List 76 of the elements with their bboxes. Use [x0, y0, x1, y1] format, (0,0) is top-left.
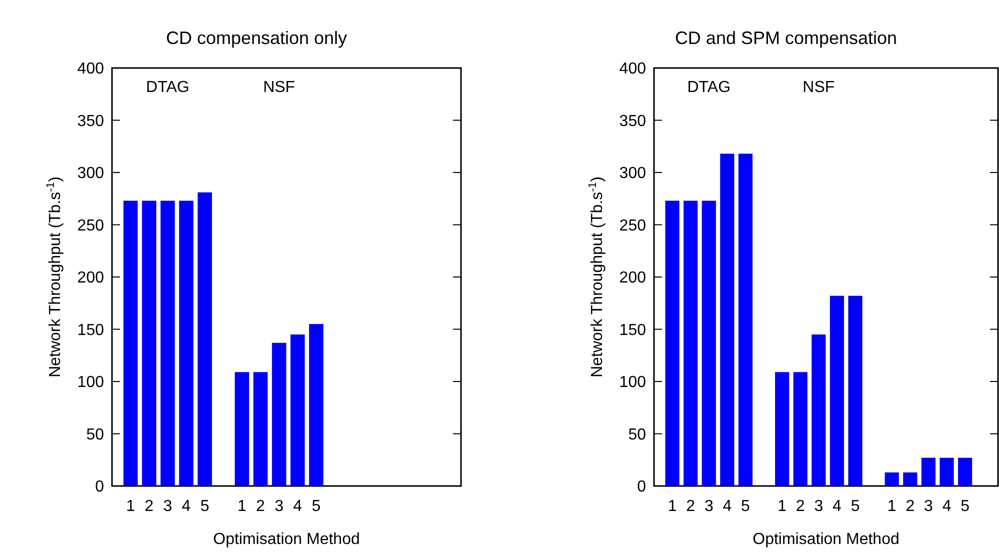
bar	[160, 200, 175, 486]
bar	[812, 334, 826, 486]
bar	[720, 154, 734, 486]
x-tick-label: 1	[668, 498, 677, 515]
y-tick-label: 400	[77, 60, 104, 78]
x-tick-label: 3	[704, 498, 714, 515]
bar	[290, 334, 305, 486]
x-tick-label: 4	[182, 498, 191, 515]
bar	[830, 296, 844, 486]
bar	[793, 372, 808, 486]
bar	[702, 200, 716, 486]
bar	[309, 324, 324, 486]
bar	[253, 372, 268, 486]
y-tick-label: 400	[619, 60, 646, 78]
x-tick-label: 1	[887, 498, 896, 515]
y-tick-label: 100	[77, 374, 104, 392]
x-tick-label: 2	[144, 498, 154, 515]
bar	[738, 154, 753, 486]
y-tick-label: 150	[619, 322, 646, 339]
bar	[848, 296, 862, 486]
y-tick-label: 50	[86, 426, 104, 444]
y-tick-label: 100	[619, 374, 646, 392]
x-tick-label: 1	[126, 498, 136, 515]
x-axis-title: Optimisation Method	[752, 531, 900, 548]
y-tick-label: 0	[637, 478, 646, 496]
x-tick-label: 4	[942, 498, 952, 515]
x-tick-label: 2	[256, 498, 266, 515]
x-tick-label: 4	[722, 498, 732, 515]
bar	[903, 472, 918, 486]
x-tick-label: 5	[312, 498, 321, 515]
x-tick-label: 3	[814, 498, 824, 515]
bar	[234, 372, 250, 486]
y-tick-label: 250	[619, 217, 646, 234]
y-tick-label: 200	[77, 270, 104, 287]
bar	[665, 200, 680, 486]
y-tick-label: 150	[77, 322, 104, 339]
x-tick-label: 5	[200, 498, 210, 515]
x-tick-label: 4	[832, 498, 842, 515]
y-tick-label: 350	[77, 112, 104, 130]
x-axis-title: Optimisation Method	[213, 531, 360, 548]
bar	[179, 200, 194, 486]
x-tick-label: 3	[924, 498, 934, 515]
annotation: NSF	[263, 79, 296, 96]
y-tick-label: 250	[77, 217, 104, 234]
x-tick-label: 2	[796, 498, 805, 515]
bar	[940, 458, 954, 486]
annotation: DTAG	[146, 79, 190, 96]
x-tick-label: 3	[274, 498, 284, 515]
x-tick-label: 3	[163, 498, 172, 515]
y-tick-label: 300	[619, 165, 646, 182]
annotation: NSF	[802, 79, 835, 96]
bar	[198, 192, 212, 486]
bar	[142, 200, 156, 486]
bar	[123, 200, 138, 486]
y-tick-label: 0	[95, 478, 104, 496]
bar	[684, 200, 698, 486]
annotation: DTAG	[687, 79, 731, 96]
x-tick-label: 2	[906, 498, 915, 515]
bar	[272, 342, 286, 486]
bar	[921, 458, 936, 486]
y-tick-label: 200	[619, 270, 646, 287]
bar	[884, 472, 899, 486]
chart-title: CD compensation only	[166, 28, 348, 48]
x-tick-label: 5	[741, 498, 750, 515]
chart-title: CD and SPM compensation	[674, 28, 898, 48]
x-tick-label: 1	[237, 498, 246, 515]
y-tick-label: 300	[77, 165, 104, 182]
x-tick-label: 4	[293, 498, 302, 515]
bar	[958, 458, 972, 486]
x-tick-label: 2	[686, 498, 696, 515]
y-tick-label: 350	[619, 112, 646, 130]
x-tick-label: 5	[960, 498, 970, 515]
x-tick-label: 1	[778, 498, 787, 515]
x-tick-label: 5	[850, 498, 860, 515]
bar	[775, 372, 790, 486]
y-tick-label: 50	[628, 426, 646, 444]
